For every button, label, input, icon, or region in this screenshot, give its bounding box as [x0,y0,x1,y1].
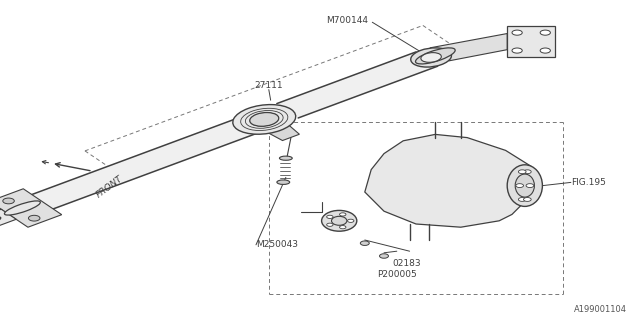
Circle shape [540,48,550,53]
Polygon shape [266,124,300,140]
Text: P200005: P200005 [377,270,417,279]
Ellipse shape [250,113,279,126]
Circle shape [360,241,369,245]
Text: A199001104: A199001104 [574,305,627,314]
Text: 27111: 27111 [255,81,283,90]
Polygon shape [365,134,538,227]
Ellipse shape [515,174,534,197]
Circle shape [348,219,354,222]
Text: FRONT: FRONT [95,174,125,200]
Polygon shape [0,209,16,227]
Ellipse shape [421,52,442,62]
Circle shape [540,30,550,35]
Ellipse shape [280,156,292,160]
Ellipse shape [322,211,357,231]
Circle shape [512,30,522,35]
Ellipse shape [233,105,296,134]
Circle shape [340,226,346,229]
Ellipse shape [507,165,543,206]
Circle shape [326,215,333,219]
Circle shape [516,184,524,188]
Circle shape [526,184,534,188]
Circle shape [326,223,333,226]
Polygon shape [15,115,269,215]
Polygon shape [277,52,438,118]
Text: M250043: M250043 [256,240,298,249]
Circle shape [28,215,40,221]
Circle shape [512,48,522,53]
Ellipse shape [0,217,1,227]
Circle shape [524,197,531,201]
Circle shape [380,254,388,258]
Text: FIG.195: FIG.195 [571,178,605,187]
Circle shape [524,170,531,174]
Circle shape [3,198,14,204]
Circle shape [518,170,526,174]
Bar [507,27,555,57]
Circle shape [340,213,346,216]
Ellipse shape [411,48,451,67]
Polygon shape [0,189,61,227]
Ellipse shape [415,48,455,64]
Circle shape [518,197,526,201]
Polygon shape [430,34,507,61]
Text: 02183: 02183 [392,259,420,268]
Ellipse shape [277,180,290,184]
Ellipse shape [332,216,347,225]
Ellipse shape [4,201,40,215]
Text: M700144: M700144 [326,16,368,25]
